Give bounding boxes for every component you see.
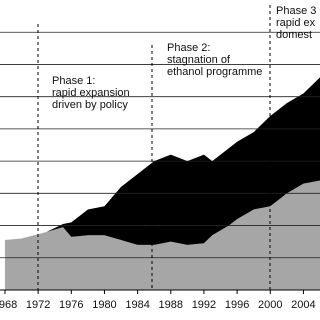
annotation: stagnation of (167, 54, 231, 66)
annotation: rapid ex (276, 17, 316, 29)
x-tick-label: 1992 (192, 299, 216, 311)
annotation: domest (276, 29, 312, 41)
x-tick-label: 1980 (92, 299, 116, 311)
annotation: Phase 1: (52, 75, 95, 87)
area (4, 180, 320, 290)
annotation: ethanol programme (167, 66, 262, 78)
annotation: Phase 2: (167, 42, 210, 54)
x-tick-label: 1976 (59, 299, 83, 311)
annotation: Phase 3 (276, 5, 316, 17)
x-tick-label: 2004 (291, 299, 315, 311)
x-tick-label: 1996 (225, 299, 249, 311)
x-tick-label: 1968 (0, 299, 17, 311)
x-tick-label: 2000 (258, 299, 282, 311)
annotation: rapid expansion (52, 87, 130, 99)
plot-area (0, 31, 320, 291)
x-tick-label: 1972 (26, 299, 50, 311)
annotation: driven by policy (52, 99, 128, 111)
x-tick-label: 1988 (159, 299, 183, 311)
x-tick-label: 1984 (125, 299, 149, 311)
